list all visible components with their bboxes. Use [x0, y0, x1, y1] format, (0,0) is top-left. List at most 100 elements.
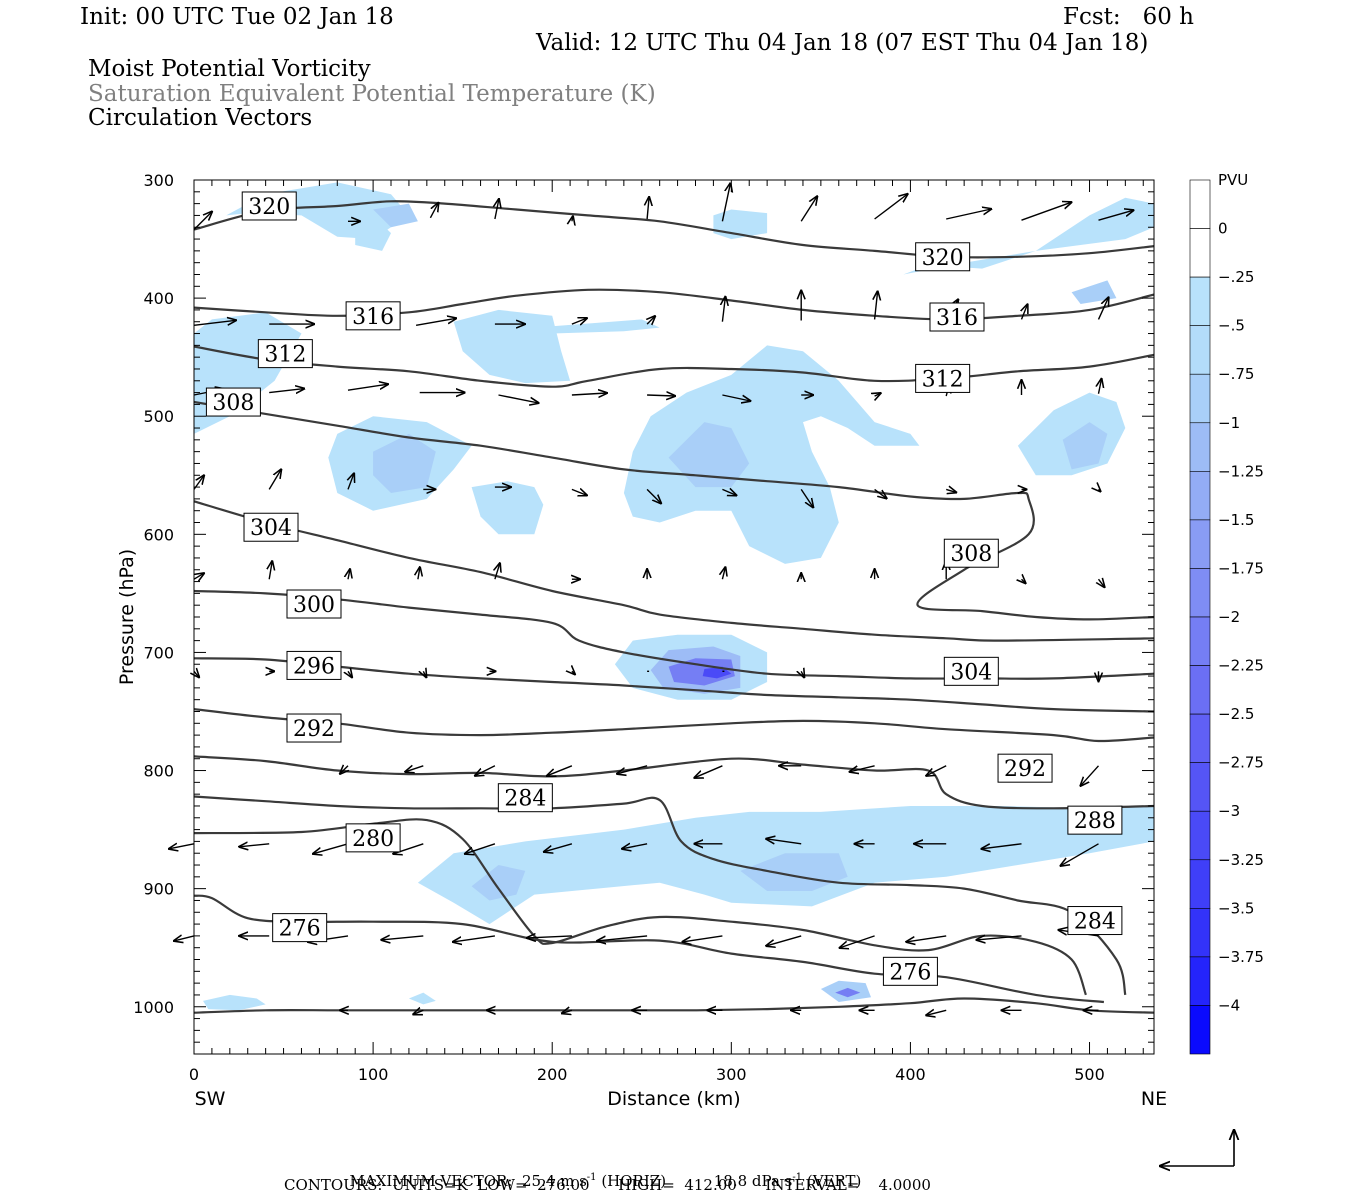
y-tick-label: 700 — [143, 643, 174, 662]
forecast-hour: Fcst: 60 h — [1063, 4, 1194, 30]
circulation-vector — [571, 318, 587, 324]
y-axis-label: Pressure (hPa) — [116, 549, 138, 685]
colorbar-level-label: −.25 — [1218, 268, 1254, 286]
circulation-vector — [946, 209, 991, 220]
colorbar-swatch — [1189, 325, 1211, 375]
colorbar-level-label: −1.5 — [1218, 511, 1254, 529]
circulation-vector — [977, 936, 1022, 940]
contour-label-text: 308 — [950, 542, 992, 567]
circulation-vector — [926, 1010, 947, 1015]
circulation-vector — [498, 394, 539, 403]
pv-region — [203, 994, 266, 1011]
contour-label-text: 296 — [293, 654, 335, 679]
pv-region — [471, 481, 544, 535]
y-tick-label: 400 — [143, 289, 174, 308]
pv-region — [373, 433, 436, 493]
contour-label: 320 — [241, 191, 297, 221]
circulation-vector — [571, 393, 607, 395]
circulation-vector — [647, 395, 675, 396]
colorbar-swatch — [1189, 665, 1211, 715]
circulation-vector — [418, 567, 420, 580]
circulation-vector — [766, 935, 802, 946]
contour-label-text: 288 — [1074, 809, 1116, 834]
pv-region — [408, 992, 436, 1005]
circulation-vector — [840, 935, 875, 948]
contour-label: 292 — [997, 753, 1053, 783]
reference-vector-icon — [1160, 1130, 1234, 1166]
contour-label-text: 312 — [264, 343, 306, 368]
colorbar-unit: PVU — [1218, 171, 1248, 189]
circulation-vectors-layer — [169, 183, 1134, 1015]
pv-region — [835, 987, 861, 998]
circulation-vector — [906, 935, 947, 942]
contour-label-text: 284 — [1074, 910, 1116, 935]
axes-layer: 0 100 200 300 400 500 300 400 500 600 700 800 900 100… — [133, 171, 1154, 1084]
max-vector-label: MAXIMUM VECTOR: — [349, 1172, 513, 1190]
contour-label: 280 — [345, 823, 401, 853]
circulation-vector — [453, 935, 495, 942]
contour-label: 320 — [915, 242, 971, 272]
circulation-vector — [617, 765, 648, 774]
colorbar-swatch — [1189, 422, 1211, 472]
contour-label-text: 292 — [1004, 757, 1046, 782]
pv-colorbar: 0 −.25 −.5 −.75 −1 −1.25 −1.5 −1.75 −2 −2.25 −2.5 −… — [1189, 179, 1264, 1055]
circulation-vector — [945, 489, 956, 492]
colorbar-swatch — [1189, 762, 1211, 812]
colorbar-level-label: −2.25 — [1218, 657, 1264, 675]
pv-shading-layer — [194, 182, 1154, 1011]
contour-label: 300 — [286, 589, 342, 619]
vert-exponent: -1 — [792, 1172, 803, 1183]
pv-region — [534, 319, 660, 334]
y-tick-label: 300 — [143, 171, 174, 190]
circulation-vector — [800, 196, 817, 222]
contour-label: 292 — [286, 713, 342, 743]
colorbar-level-label: −1.25 — [1218, 462, 1264, 480]
contour-label: 276 — [882, 956, 938, 986]
contour-label: 312 — [257, 339, 313, 369]
init-time: Init: 00 UTC Tue 02 Jan 18 — [80, 4, 394, 30]
circulation-vector — [571, 489, 587, 495]
pv-region — [668, 422, 750, 488]
colorbar-level-label: −1.75 — [1218, 559, 1264, 577]
circulation-vector — [722, 567, 725, 580]
colorbar-swatch — [1189, 276, 1211, 326]
circulation-vector — [766, 839, 802, 844]
circulation-vector — [850, 765, 875, 772]
circulation-vector — [239, 844, 270, 847]
circulation-vector — [926, 765, 947, 776]
circulation-vector — [875, 291, 878, 320]
circulation-vector — [413, 1010, 424, 1014]
contour-label-text: 304 — [250, 516, 292, 541]
colorbar-swatch — [1189, 228, 1211, 278]
circulation-vector — [647, 316, 655, 324]
circulation-vector — [572, 216, 573, 221]
max-horiz-value: 25.4 m s — [521, 1172, 587, 1190]
circulation-vector — [269, 561, 272, 580]
circulation-vector — [622, 844, 648, 849]
horiz-exponent: -1 — [586, 1172, 597, 1183]
x-axis-label: Distance (km) — [607, 1088, 740, 1110]
max-vector-line: MAXIMUM VECTOR: 25.4 m s-1 (HORIZ) 18.8 … — [340, 1158, 862, 1190]
colorbar-swatch — [1189, 1005, 1211, 1055]
valid-time: Valid: 12 UTC Thu 04 Jan 18 (07 EST Thu … — [536, 30, 1149, 56]
contour-line-296 — [194, 657, 1154, 713]
contour-label-text: 284 — [504, 787, 546, 812]
contour-line-316 — [194, 288, 1154, 321]
x-tick-label: 500 — [1074, 1065, 1105, 1084]
x-tick-label: 300 — [716, 1065, 747, 1084]
circulation-vector — [800, 489, 813, 507]
contour-label-text: 312 — [922, 367, 964, 392]
contour-label-text: 280 — [352, 827, 394, 852]
pv-region — [355, 215, 391, 251]
pv-region — [471, 865, 526, 901]
contour-line-surface — [194, 997, 1154, 1014]
pv-region — [623, 345, 920, 564]
contour-label: 284 — [1067, 906, 1123, 936]
circulation-vector — [801, 671, 804, 677]
max-vert-value: 18.8 dPa s — [713, 1172, 793, 1190]
colorbar-swatch — [1189, 616, 1211, 666]
circulation-vector — [547, 765, 573, 776]
y-tick-label: 600 — [143, 525, 174, 544]
colorbar-level-label: −.75 — [1218, 365, 1254, 383]
circulation-vector — [495, 563, 500, 580]
